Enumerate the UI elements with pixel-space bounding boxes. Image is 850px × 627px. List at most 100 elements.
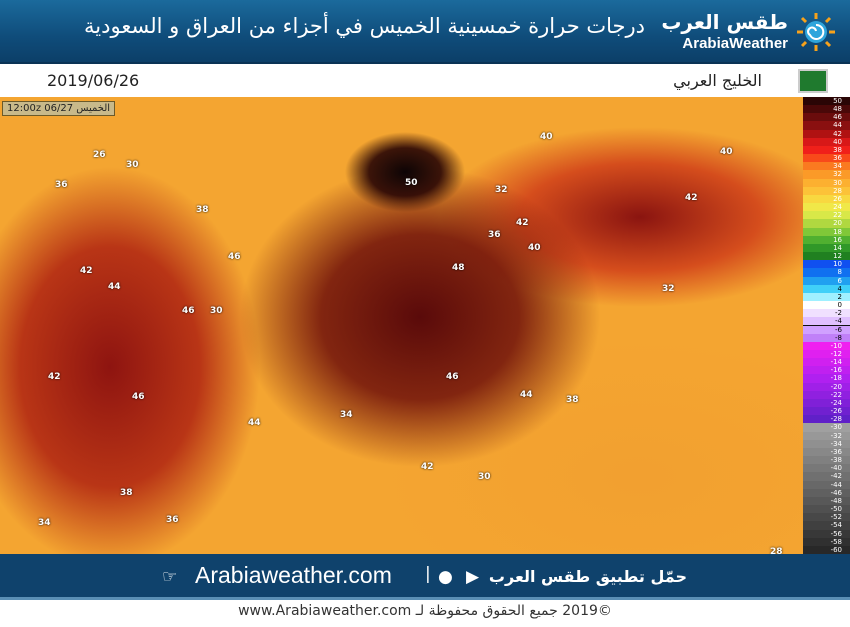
legend-entry: 6 — [803, 276, 850, 285]
legend-entry: 44 — [803, 121, 850, 130]
legend-entry: -56 — [803, 529, 850, 538]
site-link[interactable]: Arabiaweather.com — [195, 562, 392, 588]
temperature-map: 12:00z 06/27 الخميس 50 48 46 46 46 46 44 44 44 42… — [0, 97, 803, 554]
legend-entry: -50 — [803, 505, 850, 514]
temperature-label: 30 — [210, 306, 223, 316]
legend-entry: 36 — [803, 154, 850, 163]
region-name: الخليج العربي — [673, 71, 762, 90]
legend-entry: 32 — [803, 170, 850, 179]
legend-entry: 40 — [803, 137, 850, 146]
legend-entry: -4 — [803, 317, 850, 326]
temperature-label: 32 — [662, 284, 675, 294]
legend-entry: -6 — [803, 325, 850, 334]
legend-entry: -22 — [803, 390, 850, 399]
temperature-label: 36 — [55, 180, 68, 190]
download-app-text[interactable]: حمّل تطبيق طقس العرب — [488, 567, 687, 586]
temperature-label: 46 — [132, 392, 145, 402]
legend-entry: 12 — [803, 252, 850, 261]
legend-entry: -52 — [803, 513, 850, 522]
logo-english: ArabiaWeather — [682, 35, 788, 52]
temperature-label: 34 — [340, 410, 353, 420]
legend-entry: -38 — [803, 456, 850, 465]
legend-entry: 34 — [803, 162, 850, 171]
legend-entry: 42 — [803, 129, 850, 138]
legend-entry: 14 — [803, 243, 850, 253]
temperature-label: 42 — [48, 372, 61, 382]
legend-entry: 22 — [803, 211, 850, 220]
temperature-legend: 50 48 46 44 42 40 38 36 34 32 30 28 26 24 22 20 18 16 14 12… — [803, 97, 850, 554]
subheader: 2019/06/26 الخليج العربي — [0, 66, 850, 97]
temperature-label: 26 — [93, 150, 106, 160]
legend-entry: -8 — [803, 333, 850, 342]
sun-swirl-icon — [797, 13, 835, 51]
temperature-label: 44 — [108, 282, 121, 292]
date: 2019/06/26 — [47, 71, 140, 90]
legend-entry: -58 — [803, 537, 850, 546]
temperature-label: 40 — [540, 132, 553, 142]
legend-entry: 20 — [803, 219, 850, 228]
temperature-label: 40 — [720, 147, 733, 157]
logo-arabic: طقس العرب — [661, 10, 788, 34]
temperature-label: 50 — [405, 178, 418, 188]
legend-entry: 28 — [803, 186, 850, 195]
temperature-label: 44 — [520, 390, 533, 400]
hand-pointer-icon: ☞ — [162, 567, 178, 587]
legend-entry: -46 — [803, 488, 850, 497]
footer-banner: ☞ Arabiaweather.com | ● ▶ حمّل تطبيق طقس… — [0, 554, 850, 600]
temperature-label: 42 — [516, 218, 529, 228]
logo[interactable]: طقس العرب ArabiaWeather — [650, 8, 840, 58]
temperature-label: 38 — [566, 395, 579, 405]
legend-entry: -44 — [803, 480, 850, 489]
temperature-label: 42 — [421, 462, 434, 472]
legend-entry: 30 — [803, 178, 850, 187]
apple-icon[interactable]: ● — [438, 567, 453, 587]
legend-entry: -48 — [803, 496, 850, 506]
legend-entry: 50 — [803, 97, 850, 106]
legend-entry: -16 — [803, 366, 850, 375]
google-play-icon[interactable]: ▶ — [466, 567, 480, 587]
legend-entry: -26 — [803, 407, 850, 416]
temperature-label: 40 — [528, 243, 541, 253]
legend-entry: -20 — [803, 382, 850, 391]
legend-entry: -12 — [803, 349, 850, 359]
legend-entry: -18 — [803, 374, 850, 383]
temperature-label: 30 — [478, 472, 491, 482]
temperature-label: 38 — [120, 488, 133, 498]
legend-entry: 38 — [803, 145, 850, 155]
legend-entry: 26 — [803, 194, 850, 204]
legend-entry: 10 — [803, 260, 850, 269]
legend-entry: -32 — [803, 431, 850, 440]
legend-entry: -40 — [803, 464, 850, 473]
temperature-label: 34 — [38, 518, 51, 528]
temperature-label: 42 — [80, 266, 93, 276]
page-title: درجات حرارة خمسينية الخميس في أجزاء من ا… — [84, 14, 645, 38]
legend-entry: 24 — [803, 203, 850, 212]
legend-entry: -28 — [803, 415, 850, 424]
legend-entry: 46 — [803, 113, 850, 122]
legend-entry: 16 — [803, 235, 850, 244]
temperature-label: 46 — [446, 372, 459, 382]
temperature-label: 46 — [228, 252, 241, 262]
temperature-label: 30 — [126, 160, 139, 170]
temperature-label: 44 — [248, 418, 261, 428]
temperature-label: 46 — [182, 306, 195, 316]
legend-entry: -36 — [803, 447, 850, 457]
legend-entry: -60 — [803, 545, 850, 554]
header: درجات حرارة خمسينية الخميس في أجزاء من ا… — [0, 0, 850, 64]
legend-entry: -34 — [803, 439, 850, 448]
legend-entry: -30 — [803, 423, 850, 432]
saudi-flag-icon — [798, 69, 828, 93]
temperature-label: 48 — [452, 263, 465, 273]
legend-entry: 48 — [803, 105, 850, 114]
temperature-label: 28 — [770, 547, 783, 554]
temperature-label: 38 — [196, 205, 209, 215]
legend-entry: 2 — [803, 292, 850, 301]
temperature-label: 36 — [166, 515, 179, 525]
temperature-label: 32 — [495, 185, 508, 195]
legend-entry: -24 — [803, 398, 850, 408]
legend-entry: -14 — [803, 358, 850, 367]
legend-entry: -10 — [803, 341, 850, 350]
legend-entry: 4 — [803, 284, 850, 293]
legend-entry: -54 — [803, 521, 850, 530]
forecast-time: 12:00z 06/27 الخميس — [2, 101, 116, 116]
